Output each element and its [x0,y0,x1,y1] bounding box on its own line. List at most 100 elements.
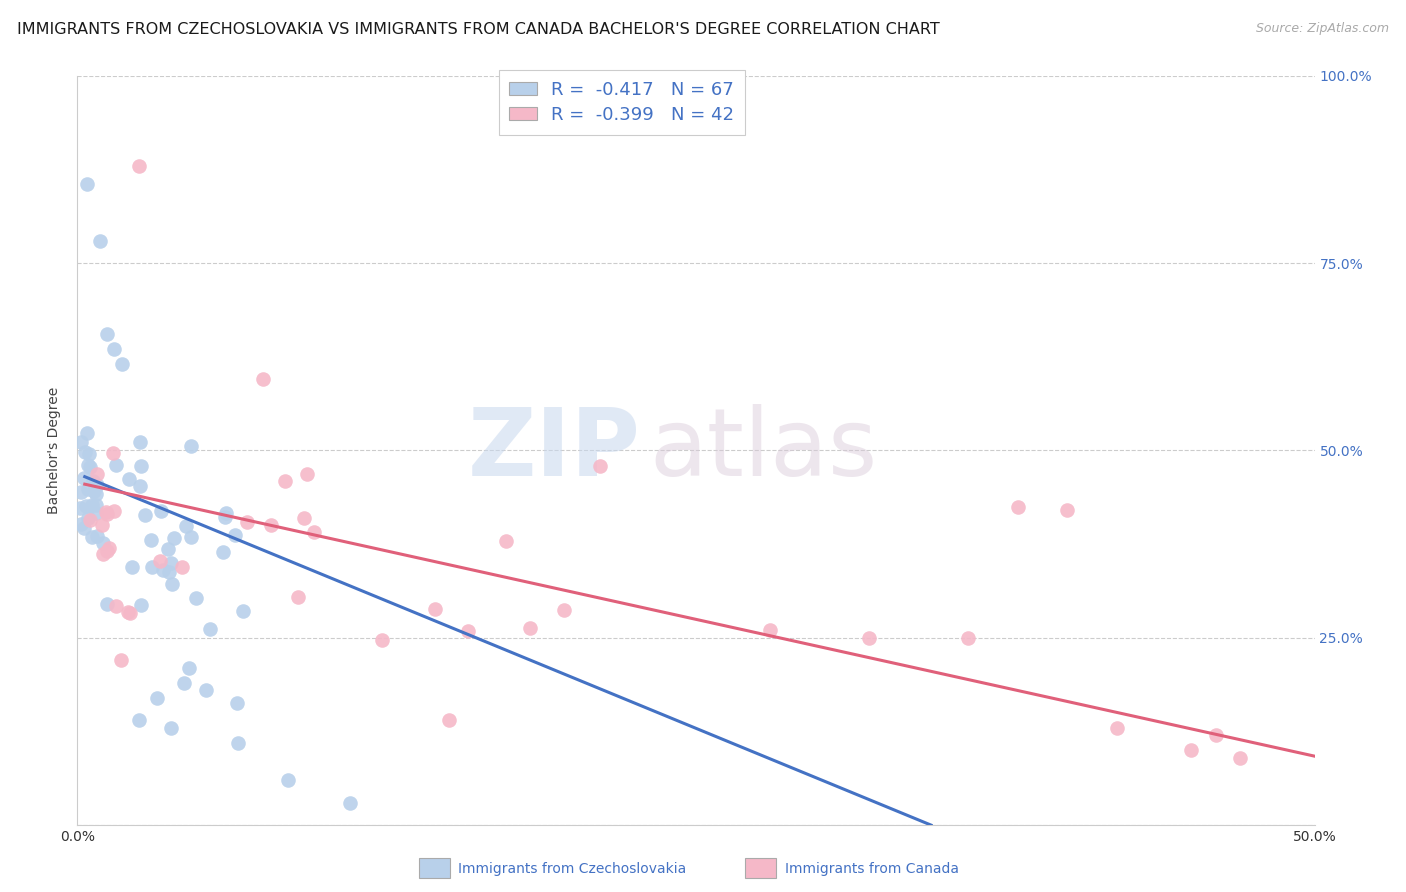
Point [160,557,183,571]
Point [80,498,103,512]
Point [160,577,183,591]
Point [72,471,94,485]
Point [457,624,479,639]
Point [111,357,134,371]
Point [96,597,118,611]
Point [1056,503,1078,517]
Point [86,528,108,542]
Point [215,506,238,520]
Point [76,178,98,192]
Point [152,563,174,577]
Point [274,475,297,489]
Text: Immigrants from Czechoslovakia: Immigrants from Czechoslovakia [458,862,686,876]
Point [75,499,97,513]
Point [91,547,114,561]
Point [423,601,446,615]
Point [297,467,319,482]
Point [437,713,460,727]
Point [77,458,100,472]
Point [103,445,125,459]
Point [141,560,163,574]
Legend: R =  -0.417   N = 67, R =  -0.399   N = 42: R = -0.417 N = 67, R = -0.399 N = 42 [499,70,745,135]
Point [86,477,108,491]
Point [1180,743,1202,757]
Point [91,536,114,550]
Point [589,458,612,473]
Point [69,500,91,515]
Point [277,773,299,788]
Point [77,447,100,461]
Point [79,459,101,474]
Point [1205,728,1227,742]
Point [103,503,125,517]
Point [82,530,104,544]
Point [212,545,235,559]
Point [173,675,195,690]
Point [1105,721,1128,735]
Point [129,459,152,474]
Point [128,713,150,727]
Point [157,542,180,557]
Point [170,559,193,574]
Point [90,517,112,532]
Point [121,560,143,574]
Point [145,690,167,705]
Point [174,519,197,533]
Point [129,479,152,493]
Point [70,485,93,500]
Point [84,506,107,520]
Point [260,517,283,532]
Point [224,527,246,541]
Point [214,510,236,524]
Point [96,507,118,521]
Point [149,554,172,568]
Point [232,604,254,618]
Point [96,544,118,558]
Point [163,531,186,545]
Point [105,599,128,614]
Point [89,234,111,248]
Text: IMMIGRANTS FROM CZECHOSLOVAKIA VS IMMIGRANTS FROM CANADA BACHELOR'S DEGREE CORRE: IMMIGRANTS FROM CZECHOSLOVAKIA VS IMMIGR… [17,22,939,37]
Text: ZIP: ZIP [467,404,640,497]
Point [131,598,153,612]
Point [141,533,163,547]
Point [519,621,541,635]
Point [86,467,108,481]
Point [118,472,141,486]
Point [110,653,132,667]
Point [159,565,181,579]
Point [180,439,202,453]
Point [76,511,98,525]
Point [1007,500,1029,514]
Point [73,444,96,458]
Text: atlas: atlas [650,404,877,497]
Point [1229,750,1251,764]
Point [70,517,93,532]
Point [553,603,575,617]
Point [759,624,782,638]
Point [128,159,150,173]
Point [129,435,152,450]
Point [96,327,118,342]
Point [200,622,222,636]
Point [117,605,139,619]
Point [226,736,249,750]
Point [76,425,98,440]
Point [177,661,200,675]
Text: Immigrants from Canada: Immigrants from Canada [785,862,959,876]
Point [134,508,156,522]
Point [84,487,107,501]
Point [82,475,104,489]
Point [339,796,361,810]
Point [302,525,325,540]
Point [83,483,105,498]
Point [252,372,274,386]
Point [186,591,208,605]
Text: Source: ZipAtlas.com: Source: ZipAtlas.com [1256,22,1389,36]
Point [957,631,980,645]
Point [287,590,309,604]
Point [70,435,93,450]
Point [236,515,259,529]
FancyBboxPatch shape [419,858,450,878]
Point [77,482,100,496]
